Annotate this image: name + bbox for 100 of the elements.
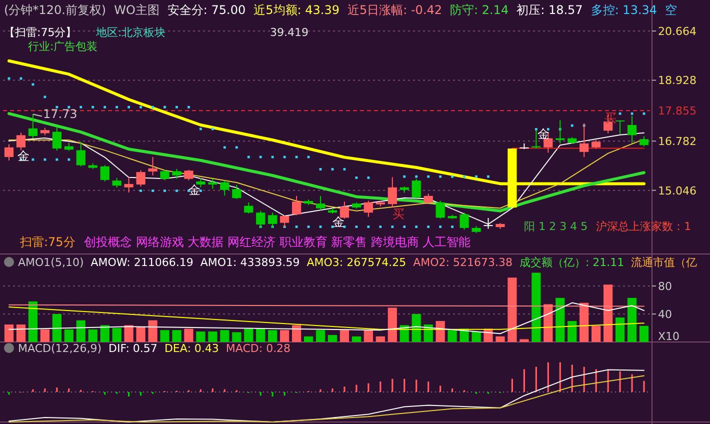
candlestick (388, 176, 397, 208)
bar (615, 318, 625, 342)
bar (220, 330, 230, 342)
y-tick-label: 18.928 (658, 74, 696, 88)
candlestick (76, 141, 86, 167)
point (427, 175, 430, 178)
candlestick (412, 178, 421, 199)
candlestick (160, 169, 170, 181)
point (128, 106, 130, 108)
annotation: 金 (332, 215, 344, 229)
annotation: 金 (17, 149, 30, 163)
bar (376, 336, 385, 342)
annotation: 行业:广告包装 (28, 40, 98, 53)
bar (364, 330, 373, 342)
bar (316, 330, 326, 342)
candlestick (436, 200, 445, 220)
point (439, 175, 442, 178)
point (44, 96, 46, 98)
annotation: 阳 1 2 3 4 5 (524, 220, 588, 233)
text: 空 (665, 3, 678, 17)
text: 流通市值（亿 (631, 256, 698, 269)
bar (160, 330, 170, 342)
point (80, 106, 82, 108)
bar (280, 330, 290, 342)
bar (412, 314, 421, 342)
candlestick (112, 178, 122, 188)
y-tick-label: 15.046 (658, 184, 696, 198)
bar (472, 332, 481, 342)
annotation: MACD: 0.28 (226, 342, 291, 355)
bar (496, 336, 505, 342)
annotation: DEA: 0.43 (164, 342, 219, 355)
candlestick (627, 115, 637, 144)
candlestick (220, 180, 230, 196)
bar (388, 308, 397, 342)
bar (268, 330, 278, 342)
text: AMO2: 521673.38 (413, 256, 512, 269)
point (104, 106, 106, 108)
text: (分钟*120.前复权) (4, 3, 106, 17)
bar (604, 284, 613, 342)
text: AMO1(5,10) (18, 256, 84, 269)
point (415, 175, 418, 178)
point (403, 175, 406, 178)
annotation: 17.73 (42, 107, 78, 122)
candlestick (292, 195, 302, 216)
candlestick (232, 184, 242, 200)
candlestick (639, 136, 649, 147)
bar (16, 324, 26, 342)
candlestick (16, 132, 26, 151)
y-tick-label: 20.664 (658, 25, 696, 38)
bar (196, 332, 206, 342)
candlestick (364, 200, 373, 218)
bar (148, 320, 158, 342)
annotation: 创投概念 网络游戏 大数据 网红经济 职业教育 新零售 跨境电商 人工智能 (84, 235, 471, 249)
candlestick (172, 168, 182, 180)
point (56, 106, 58, 108)
point (56, 158, 58, 161)
annotation: DIF: 0.57 (108, 342, 158, 355)
text: WO主图 (114, 3, 160, 17)
bar (352, 336, 362, 342)
bar (340, 330, 350, 342)
bar (256, 328, 266, 342)
text: 初压: 18.57 (516, 3, 583, 17)
y-tick-label: 80 (658, 280, 672, 293)
ref-line-label: 17.855 (658, 104, 696, 118)
candlestick (460, 212, 469, 230)
bar (436, 321, 445, 342)
text: AMO1: 433893.59 (200, 256, 300, 269)
candlestick (424, 193, 433, 205)
candlestick (52, 126, 62, 152)
bar (76, 320, 86, 342)
bar (627, 298, 637, 342)
bar (508, 278, 517, 342)
candlestick (136, 170, 146, 188)
bar (544, 304, 553, 342)
bar (88, 329, 98, 342)
bar (532, 272, 541, 342)
annotation: 39.419 (270, 26, 308, 39)
bar (580, 302, 589, 342)
bar (124, 325, 134, 342)
bar (28, 301, 38, 342)
bar (556, 298, 565, 342)
bar (448, 330, 457, 342)
bar (52, 314, 62, 342)
bar (112, 328, 122, 342)
bar (328, 335, 338, 342)
annotation: 【扫雷:75分】 (4, 26, 77, 39)
candlestick (184, 169, 194, 181)
text: X10 (658, 330, 680, 343)
candlestick (4, 144, 14, 161)
text: 近5均额: 43.39 (254, 3, 340, 17)
bar (520, 339, 529, 342)
bar (244, 328, 254, 342)
bar (592, 326, 601, 342)
candlestick (100, 164, 110, 182)
point (235, 146, 238, 149)
point (116, 106, 118, 108)
annotation: 扫雷:75分 (19, 235, 76, 249)
bar (172, 330, 182, 342)
point (44, 158, 46, 161)
bar (64, 329, 74, 342)
